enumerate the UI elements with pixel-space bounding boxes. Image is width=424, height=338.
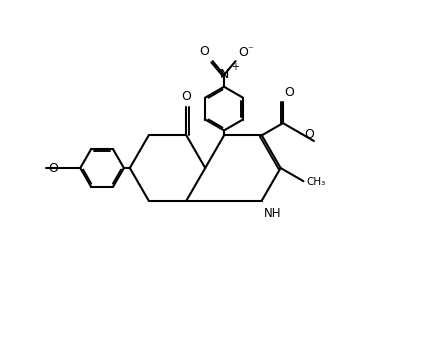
Text: O: O <box>284 87 294 99</box>
Text: O: O <box>304 128 314 141</box>
Text: ⁻: ⁻ <box>248 45 253 55</box>
Text: O: O <box>181 90 191 103</box>
Text: O: O <box>200 45 209 58</box>
Text: CH₃: CH₃ <box>307 177 326 187</box>
Text: NH: NH <box>264 207 281 220</box>
Text: O: O <box>239 46 248 59</box>
Text: +: + <box>231 62 239 72</box>
Text: O: O <box>49 162 59 174</box>
Text: N: N <box>219 68 229 81</box>
